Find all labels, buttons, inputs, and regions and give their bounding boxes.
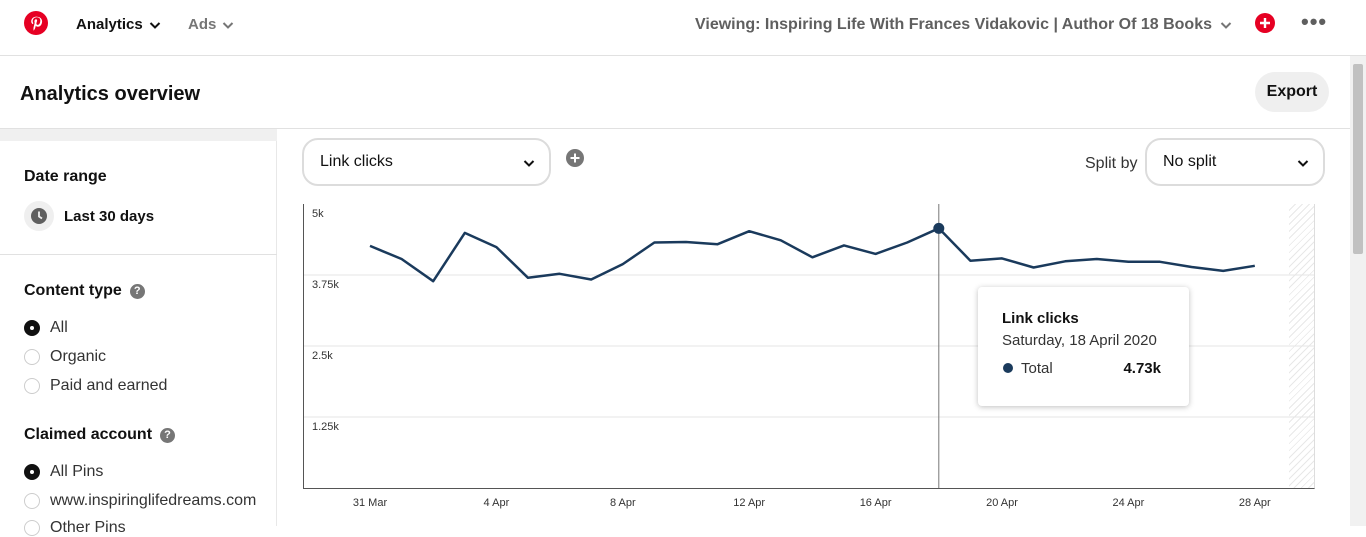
content-type-option-organic[interactable]: Organic: [24, 348, 106, 366]
nav-ads-dropdown[interactable]: Ads: [188, 16, 234, 33]
help-icon[interactable]: ?: [129, 283, 145, 299]
y-tick-label: 3.75k: [312, 279, 339, 291]
chevron-down-icon: [149, 21, 160, 29]
date-range-value: Last 30 days: [64, 207, 155, 225]
metric-select-value: Link clicks: [320, 153, 393, 170]
y-tick-label: 2.5k: [312, 350, 333, 362]
claimed-account-title-text: Claimed account: [24, 426, 153, 443]
sidebar-top-strip: [0, 129, 277, 141]
highlight-point: [933, 222, 945, 234]
plus-circle-icon[interactable]: [1255, 13, 1275, 33]
radio-icon[interactable]: [24, 520, 40, 536]
metric-select[interactable]: Link clicks: [302, 138, 551, 186]
x-tick-label: 31 Mar: [353, 497, 388, 509]
add-metric-icon[interactable]: [566, 149, 584, 167]
tooltip-value: 4.73k: [1123, 360, 1161, 377]
radio-label: Other Pins: [50, 519, 126, 536]
y-tick-label: 1.25k: [312, 421, 339, 433]
series-line-total: [369, 227, 1255, 283]
content-type-title-text: Content type: [24, 282, 122, 299]
claimed-account-option-all[interactable]: All Pins: [24, 463, 103, 481]
x-tick-label: 20 Apr: [986, 497, 1018, 509]
radio-icon[interactable]: [24, 378, 40, 394]
x-tick-label: 12 Apr: [733, 497, 765, 509]
page-scrollbar[interactable]: [1350, 56, 1366, 526]
radio-label: Organic: [50, 348, 107, 365]
radio-label: Paid and earned: [50, 377, 168, 394]
chevron-down-icon: [523, 160, 535, 167]
radio-icon[interactable]: [24, 349, 40, 365]
nav-analytics-label: Analytics: [76, 16, 143, 33]
content-type-option-paid[interactable]: Paid and earned: [24, 377, 167, 395]
content-type-title: Content type ?: [24, 282, 145, 300]
radio-label: All Pins: [50, 463, 104, 480]
x-tick-label: 16 Apr: [860, 497, 892, 509]
nav-analytics-dropdown[interactable]: Analytics: [76, 16, 161, 33]
split-select[interactable]: No split: [1145, 138, 1325, 186]
date-range-title: Date range: [24, 168, 107, 186]
tooltip-series-label: Total: [1021, 360, 1053, 377]
more-dots-icon[interactable]: •••: [1301, 9, 1328, 34]
tooltip-date: Saturday, 18 April 2020: [1002, 332, 1157, 349]
claimed-account-option-site[interactable]: www.inspiringlifedreams.com: [24, 492, 256, 510]
help-icon[interactable]: ?: [160, 427, 176, 443]
sidebar-divider: [0, 254, 277, 255]
date-range-title-text: Date range: [24, 168, 107, 185]
account-switcher[interactable]: Viewing: Inspiring Life With Frances Vid…: [695, 16, 1232, 34]
page-header: Analytics overview Export: [0, 56, 1366, 129]
radio-icon[interactable]: [24, 493, 40, 509]
page-title: Analytics overview: [20, 83, 201, 105]
tooltip-series-dot: [1003, 363, 1013, 373]
date-range-picker[interactable]: Last 30 days: [24, 201, 154, 231]
radio-icon[interactable]: [24, 464, 40, 480]
nav-ads-label: Ads: [188, 16, 217, 33]
export-button[interactable]: Export: [1255, 72, 1329, 112]
viewing-account-label: Viewing: Inspiring Life With Frances Vid…: [694, 16, 1212, 33]
radio-label: All: [50, 319, 68, 336]
filters-sidebar: Date range Last 30 days Content type ? A…: [0, 129, 277, 536]
scrollbar-thumb[interactable]: [1353, 64, 1363, 254]
x-tick-label: 28 Apr: [1239, 497, 1271, 509]
split-by-label: Split by: [1085, 155, 1138, 172]
incomplete-data-hatch: [1289, 204, 1315, 488]
content-type-option-all[interactable]: All: [24, 319, 68, 337]
chevron-down-icon: [1297, 160, 1309, 167]
claimed-account-title: Claimed account ?: [24, 426, 176, 444]
x-tick-label: 8 Apr: [610, 497, 636, 509]
chart-tooltip: Link clicks Saturday, 18 April 2020 Tota…: [978, 287, 1189, 406]
y-tick-label: 5k: [312, 208, 324, 220]
radio-label: www.inspiringlifedreams.com: [50, 492, 257, 509]
x-tick-label: 24 Apr: [1112, 497, 1144, 509]
chevron-down-icon: [223, 21, 234, 29]
pinterest-logo-icon[interactable]: [24, 11, 48, 35]
x-tick-label: 4 Apr: [484, 497, 510, 509]
top-bar: Analytics Ads Viewing: Inspiring Life Wi…: [0, 0, 1366, 56]
tooltip-title: Link clicks: [1002, 310, 1079, 327]
chevron-down-icon: [1220, 22, 1232, 29]
claimed-account-option-other[interactable]: Other Pins: [24, 519, 126, 537]
radio-icon[interactable]: [24, 320, 40, 336]
clock-icon: [24, 201, 54, 231]
split-select-value: No split: [1163, 153, 1217, 170]
